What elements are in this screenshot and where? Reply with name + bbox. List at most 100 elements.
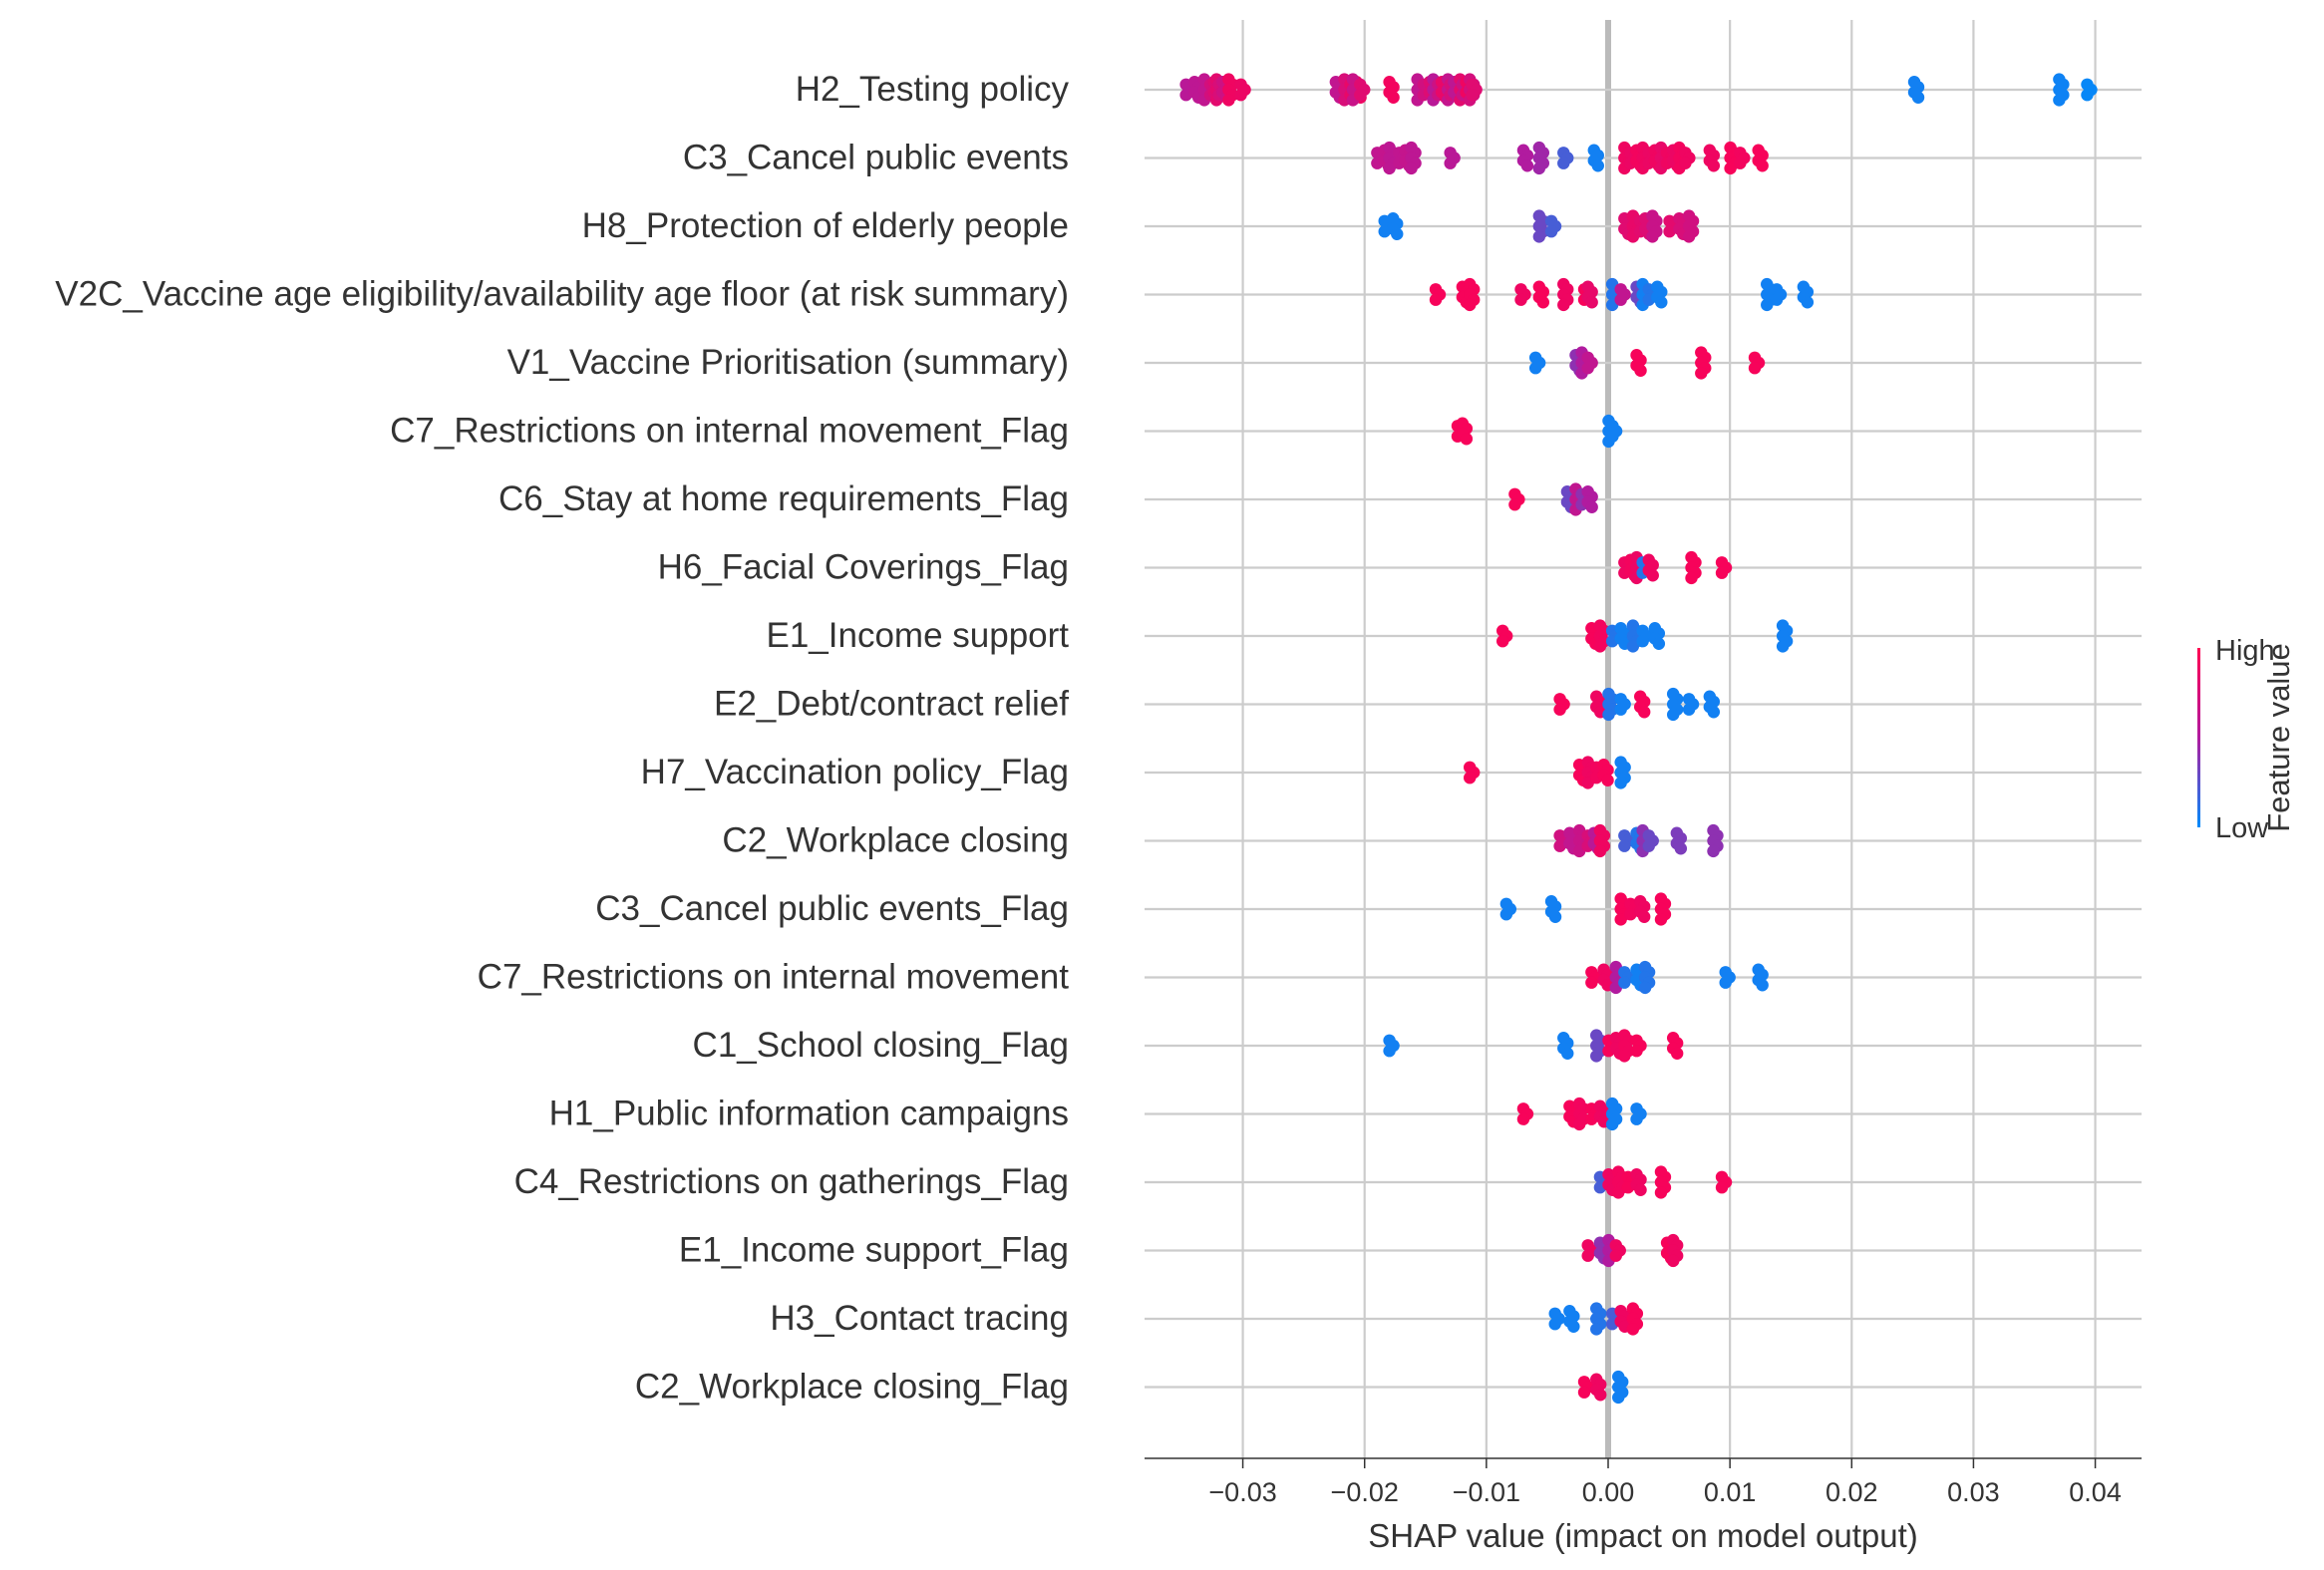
shap-points bbox=[1179, 73, 2098, 1405]
shap-point bbox=[1707, 844, 1720, 858]
shap-point bbox=[1646, 230, 1659, 243]
shap-point bbox=[1724, 161, 1737, 175]
shap-point bbox=[1561, 1047, 1574, 1061]
shap-point bbox=[1234, 89, 1247, 102]
feature-label: C3_Cancel public events_Flag bbox=[595, 889, 1069, 928]
shap-point bbox=[1590, 1323, 1603, 1336]
shap-point bbox=[1557, 157, 1570, 169]
feature-label: C7_Restrictions on internal movement bbox=[478, 958, 1070, 997]
shap-point bbox=[1222, 94, 1235, 107]
feature-labels: H2_Testing policy C3_Cancel public events… bbox=[55, 70, 1069, 1407]
shap-point bbox=[1618, 839, 1631, 852]
shap-point bbox=[1605, 430, 1619, 443]
shap-point bbox=[1638, 981, 1652, 995]
shap-point bbox=[2053, 94, 2066, 107]
shap-point bbox=[1557, 298, 1570, 312]
feature-label: E1_Income support_Flag bbox=[679, 1231, 1069, 1270]
shap-point bbox=[1532, 230, 1546, 243]
shap-point bbox=[1707, 706, 1721, 719]
shap-point bbox=[1464, 298, 1477, 312]
shap-point bbox=[1682, 703, 1696, 716]
shap-point bbox=[1674, 842, 1688, 855]
colorbar-low-label: Low bbox=[2215, 812, 2269, 844]
shap-point bbox=[1618, 1050, 1631, 1063]
shap-point bbox=[1715, 1181, 1729, 1194]
shap-point bbox=[1548, 910, 1562, 923]
feature-label: H2_Testing policy bbox=[796, 70, 1070, 109]
shap-point bbox=[1528, 362, 1542, 375]
shap-point bbox=[1666, 708, 1680, 722]
shap-point bbox=[1614, 703, 1627, 716]
feature-label: C6_Stay at home requirements_Flag bbox=[498, 479, 1069, 518]
x-tick-label: −0.02 bbox=[1331, 1477, 1399, 1507]
shap-point bbox=[1719, 976, 1732, 989]
shap-point bbox=[1614, 777, 1627, 789]
shap-point bbox=[1770, 293, 1784, 306]
shap-point bbox=[1567, 1320, 1580, 1334]
shap-point bbox=[1624, 908, 1637, 921]
shap-point bbox=[1536, 296, 1550, 309]
shap-point bbox=[1734, 157, 1747, 169]
feature-label: H7_Vaccination policy_Flag bbox=[641, 753, 1069, 791]
shap-point bbox=[1614, 293, 1627, 306]
shap-point bbox=[1756, 159, 1769, 172]
shap-point bbox=[1590, 1050, 1603, 1063]
shap-point bbox=[1756, 979, 1769, 992]
feature-label: C3_Cancel public events bbox=[683, 139, 1069, 177]
x-tick-label: −0.03 bbox=[1208, 1477, 1276, 1507]
shap-point bbox=[1383, 1045, 1396, 1058]
shap-point bbox=[1514, 293, 1527, 306]
shap-point bbox=[1593, 844, 1607, 858]
shap-point bbox=[1654, 1186, 1668, 1199]
x-tick-label: 0.02 bbox=[1826, 1477, 1878, 1507]
shap-point bbox=[1801, 296, 1815, 309]
x-tick-label: 0.03 bbox=[1947, 1477, 2000, 1507]
shap-point bbox=[1626, 640, 1640, 653]
shap-point bbox=[1585, 500, 1598, 513]
shap-point bbox=[1618, 976, 1631, 989]
shap-point bbox=[1707, 159, 1721, 172]
shap-point bbox=[1581, 1249, 1594, 1262]
feature-label: C2_Workplace closing_Flag bbox=[635, 1368, 1069, 1407]
x-tick-label: 0.01 bbox=[1704, 1477, 1757, 1507]
shap-point bbox=[1553, 839, 1566, 852]
shap-point bbox=[1634, 364, 1647, 377]
feature-label: E2_Debt/contract relief bbox=[714, 685, 1069, 724]
feature-label: C1_School closing_Flag bbox=[693, 1026, 1069, 1065]
shap-point bbox=[1682, 230, 1696, 243]
shap-point bbox=[1630, 1112, 1643, 1125]
x-tick-label: 0.00 bbox=[1582, 1477, 1635, 1507]
grid-layer bbox=[1241, 20, 2097, 1458]
shap-point bbox=[1602, 708, 1615, 722]
shap-point bbox=[1391, 227, 1404, 240]
x-axis-label: SHAP value (impact on model output) bbox=[1368, 1517, 1918, 1554]
shap-point bbox=[1444, 157, 1457, 169]
shap-point bbox=[1516, 1112, 1530, 1125]
shap-point bbox=[1666, 1254, 1680, 1268]
shap-point bbox=[1577, 1386, 1591, 1399]
shap-point bbox=[1460, 433, 1474, 446]
shap-point bbox=[1761, 298, 1774, 312]
shap-point bbox=[1495, 635, 1509, 648]
shap-point bbox=[1508, 498, 1521, 511]
shap-point bbox=[1593, 640, 1607, 653]
shap-point bbox=[1638, 706, 1651, 719]
shap-point bbox=[1572, 1117, 1586, 1131]
feature-label: H1_Public information campaigns bbox=[549, 1095, 1069, 1133]
shap-point bbox=[1383, 161, 1396, 175]
shap-point bbox=[1634, 1183, 1647, 1197]
shap-point bbox=[1748, 362, 1762, 375]
shap-point bbox=[1776, 640, 1790, 653]
shap-point bbox=[1636, 635, 1649, 648]
shap-point bbox=[1652, 637, 1666, 650]
shap-point bbox=[1626, 1323, 1640, 1336]
shap-point bbox=[1548, 1318, 1561, 1331]
shap-point bbox=[1605, 1117, 1619, 1131]
shap-point bbox=[1601, 774, 1614, 786]
shap-point bbox=[1544, 225, 1558, 238]
shap-point bbox=[1654, 913, 1668, 926]
shap-point bbox=[1646, 569, 1659, 582]
